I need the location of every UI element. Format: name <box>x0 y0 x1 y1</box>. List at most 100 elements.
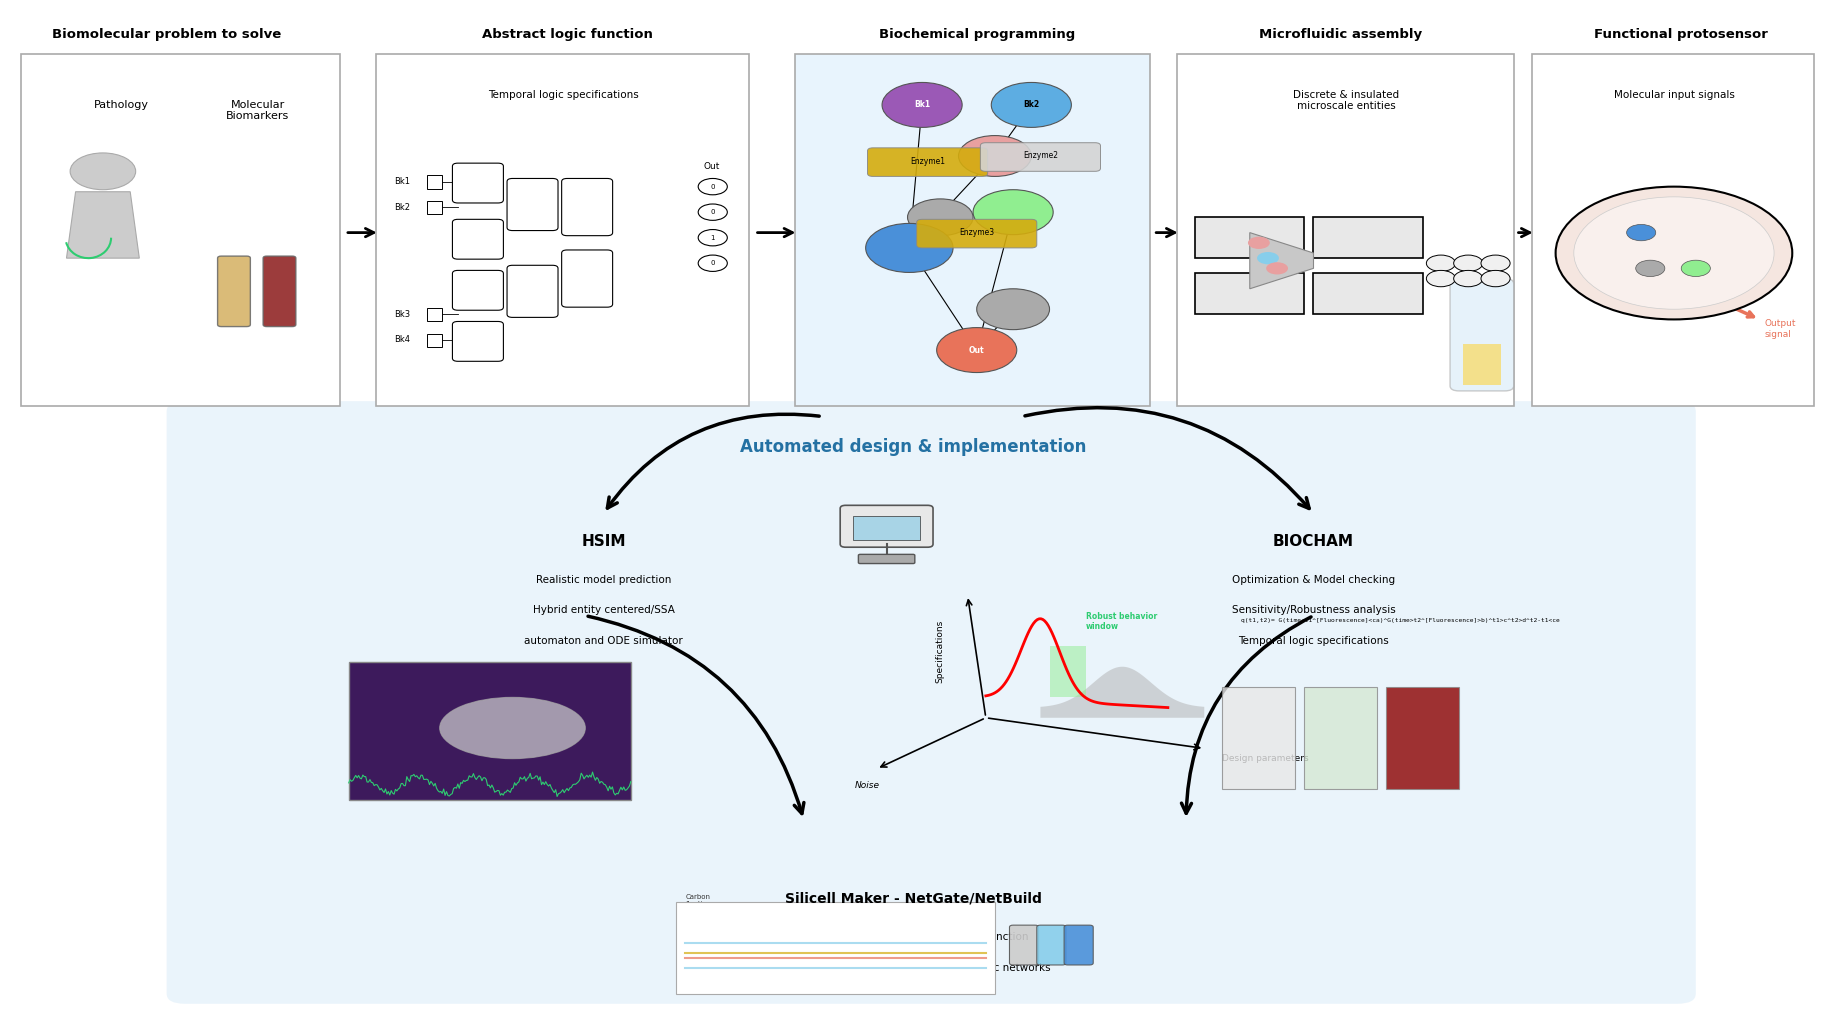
Circle shape <box>1265 262 1287 274</box>
Text: Molecular input signals: Molecular input signals <box>1614 89 1735 100</box>
Circle shape <box>977 289 1050 330</box>
Text: 0: 0 <box>710 210 716 216</box>
Text: HSIM: HSIM <box>581 534 626 548</box>
FancyBboxPatch shape <box>1532 53 1813 407</box>
FancyBboxPatch shape <box>1313 273 1422 314</box>
Text: Hybrid entity centered/SSA: Hybrid entity centered/SSA <box>533 606 674 615</box>
Text: Biochemical programming: Biochemical programming <box>878 29 1076 41</box>
Text: Bk4: Bk4 <box>394 336 411 344</box>
Text: Realistic model prediction: Realistic model prediction <box>535 575 672 584</box>
Circle shape <box>1481 270 1510 287</box>
Text: BIOCHAM: BIOCHAM <box>1273 534 1355 548</box>
Text: Biomolecular problem to solve: Biomolecular problem to solve <box>51 29 281 41</box>
Text: Output
signal: Output signal <box>1766 319 1797 339</box>
Text: Specifications: Specifications <box>935 619 944 683</box>
Circle shape <box>866 224 953 272</box>
Text: Bk2: Bk2 <box>1023 101 1039 110</box>
FancyBboxPatch shape <box>853 516 920 540</box>
Circle shape <box>1574 197 1775 309</box>
FancyBboxPatch shape <box>1196 218 1304 258</box>
FancyBboxPatch shape <box>427 308 442 321</box>
FancyBboxPatch shape <box>508 179 559 230</box>
Text: Bk3: Bk3 <box>394 310 411 318</box>
Circle shape <box>973 190 1054 234</box>
FancyBboxPatch shape <box>562 179 614 235</box>
FancyBboxPatch shape <box>867 148 988 177</box>
FancyBboxPatch shape <box>858 555 915 564</box>
FancyBboxPatch shape <box>981 143 1101 172</box>
FancyBboxPatch shape <box>263 256 296 327</box>
Text: Design parameters: Design parameters <box>1222 754 1309 763</box>
FancyBboxPatch shape <box>166 402 1696 1003</box>
FancyBboxPatch shape <box>1010 925 1039 965</box>
Circle shape <box>882 82 962 127</box>
FancyBboxPatch shape <box>217 256 250 327</box>
Text: 1: 1 <box>710 235 716 240</box>
Circle shape <box>1627 225 1656 240</box>
Text: Silicell Maker - NetGate/NetBuild: Silicell Maker - NetGate/NetBuild <box>785 891 1041 906</box>
Text: Enzyme2: Enzyme2 <box>1023 152 1057 160</box>
Circle shape <box>908 199 973 235</box>
Text: automaton and ODE simulator: automaton and ODE simulator <box>524 636 683 646</box>
Text: Enzyme3: Enzyme3 <box>959 228 995 237</box>
Circle shape <box>1426 270 1455 287</box>
FancyBboxPatch shape <box>453 163 504 203</box>
Text: Bk1: Bk1 <box>915 101 929 110</box>
Circle shape <box>1636 260 1665 276</box>
Text: Pathology: Pathology <box>93 100 148 110</box>
FancyBboxPatch shape <box>1386 687 1459 790</box>
Text: Bk2: Bk2 <box>394 202 411 212</box>
FancyBboxPatch shape <box>508 265 559 317</box>
Ellipse shape <box>440 697 586 759</box>
FancyBboxPatch shape <box>1304 687 1377 790</box>
Text: Functional protosensor: Functional protosensor <box>1594 29 1768 41</box>
Circle shape <box>698 255 727 271</box>
Text: Temporal logic specifications: Temporal logic specifications <box>488 89 639 100</box>
FancyBboxPatch shape <box>427 334 442 347</box>
FancyBboxPatch shape <box>427 201 442 215</box>
Text: Carbon
fixation: Carbon fixation <box>685 893 712 907</box>
FancyBboxPatch shape <box>1450 278 1514 391</box>
FancyBboxPatch shape <box>453 321 504 362</box>
FancyBboxPatch shape <box>917 220 1037 248</box>
FancyBboxPatch shape <box>453 220 504 259</box>
Text: Molecular
Biomarkers: Molecular Biomarkers <box>226 100 289 121</box>
Circle shape <box>1481 255 1510 271</box>
Circle shape <box>1453 270 1483 287</box>
FancyBboxPatch shape <box>20 53 340 407</box>
FancyBboxPatch shape <box>1178 53 1514 407</box>
Text: Out: Out <box>970 345 984 354</box>
Circle shape <box>1256 252 1278 264</box>
FancyBboxPatch shape <box>376 53 749 407</box>
Text: Temporal logic specifications: Temporal logic specifications <box>1238 636 1390 646</box>
Polygon shape <box>1249 232 1313 289</box>
Circle shape <box>1453 255 1483 271</box>
Text: 0: 0 <box>710 184 716 190</box>
FancyBboxPatch shape <box>1463 344 1501 385</box>
Polygon shape <box>66 192 139 258</box>
Text: Glyoxylate and
dicarboxylate
metabolism: Glyoxylate and dicarboxylate metabolism <box>685 950 732 966</box>
Polygon shape <box>1050 646 1086 697</box>
Text: Automated design & implementation: Automated design & implementation <box>740 439 1086 456</box>
Text: Noise: Noise <box>855 782 880 790</box>
FancyBboxPatch shape <box>349 661 630 799</box>
FancyBboxPatch shape <box>794 53 1150 407</box>
FancyBboxPatch shape <box>1196 273 1304 314</box>
Text: Optimization & Model checking: Optimization & Model checking <box>1233 575 1395 584</box>
FancyBboxPatch shape <box>840 505 933 547</box>
Text: Enzyme1: Enzyme1 <box>909 156 946 165</box>
Text: Robust behavior
window: Robust behavior window <box>1086 611 1158 631</box>
Text: from parts and devices mined in metabolic networks: from parts and devices mined in metaboli… <box>776 963 1050 973</box>
Polygon shape <box>1041 667 1205 718</box>
Text: Abstract logic function: Abstract logic function <box>482 29 652 41</box>
FancyBboxPatch shape <box>1313 218 1422 258</box>
Circle shape <box>69 153 135 190</box>
FancyBboxPatch shape <box>1065 925 1094 965</box>
Text: Automated implementation of logic function: Automated implementation of logic functi… <box>798 933 1028 943</box>
Text: Bk1: Bk1 <box>394 177 411 186</box>
Circle shape <box>937 328 1017 373</box>
Circle shape <box>698 179 727 195</box>
Circle shape <box>959 136 1032 177</box>
FancyBboxPatch shape <box>453 270 504 310</box>
Text: Out: Out <box>703 161 719 170</box>
